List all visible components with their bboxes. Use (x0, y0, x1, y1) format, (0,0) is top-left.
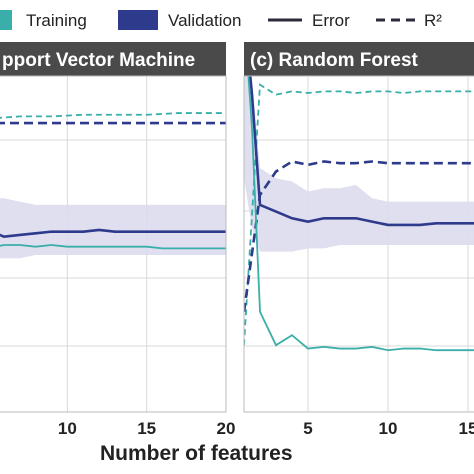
left-error-band (0, 198, 226, 259)
right-training-error-line (247, 76, 474, 352)
panel-right-plot: 5 10 15 (244, 76, 474, 438)
left-plot-area (0, 76, 226, 412)
left-xtick-label-2: 20 (217, 419, 236, 438)
right-validation-r2-line (244, 160, 474, 312)
panel-left: pport Vector Machine 10 15 20 (0, 42, 235, 438)
legend-r2-label: R² (424, 11, 442, 30)
right-xtick-label-1: 10 (379, 419, 398, 438)
legend-validation-label: Validation (168, 11, 241, 30)
legend-training-label: Training (26, 11, 87, 30)
legend-training-swatch (0, 10, 12, 30)
panel-right-title-bar (244, 42, 474, 76)
panel-right-frame (243, 75, 474, 413)
right-plot-area (244, 76, 474, 412)
right-validation-error-line (248, 76, 474, 227)
panel-right-title: (c) Random Forest (250, 50, 419, 71)
left-training-error-line (0, 244, 226, 250)
legend: Training Validation Error R² (0, 10, 442, 30)
panel-left-title-bar (0, 42, 226, 76)
right-xtick-label-0: 5 (303, 419, 312, 438)
left-xtick-label-0: 10 (58, 419, 77, 438)
panel-left-title: pport Vector Machine (2, 50, 195, 71)
x-axis-label: Number of features (100, 442, 293, 465)
right-xtick-label-2: 15 (459, 419, 474, 438)
panel-right: (c) Random Forest 5 10 15 (243, 42, 474, 438)
legend-error-label: Error (312, 11, 350, 30)
left-training-r2-line (0, 112, 226, 119)
left-xtick-label-1: 15 (137, 419, 156, 438)
left-validation-error-line (0, 228, 226, 238)
right-error-band (244, 76, 474, 252)
panel-left-frame (0, 75, 227, 413)
legend-validation-swatch (118, 10, 158, 30)
panel-left-plot: 10 15 20 (0, 76, 235, 438)
